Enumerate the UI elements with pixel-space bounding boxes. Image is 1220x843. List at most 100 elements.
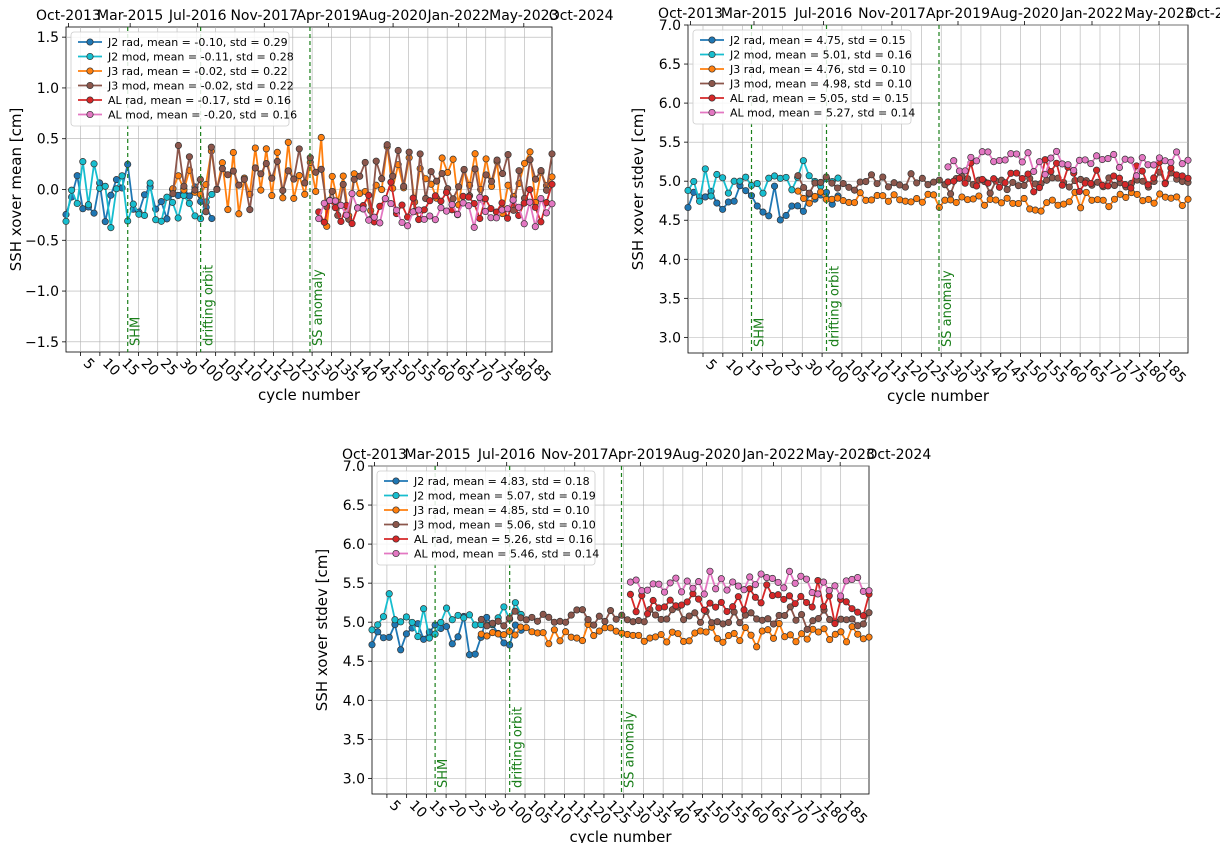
data-point <box>595 627 603 635</box>
data-point <box>202 208 210 216</box>
data-point <box>961 167 969 175</box>
data-point <box>944 178 952 186</box>
data-point <box>774 578 782 586</box>
legend-swatch-marker <box>86 96 94 104</box>
data-point <box>562 618 570 626</box>
data-point <box>707 192 715 200</box>
data-point <box>476 214 484 223</box>
data-point <box>607 624 615 632</box>
data-point <box>542 209 550 217</box>
x-tick-label: 185 <box>524 356 554 386</box>
data-point <box>867 196 876 204</box>
data-point <box>213 185 221 194</box>
data-point <box>776 216 784 224</box>
data-point <box>757 570 765 578</box>
data-point <box>101 218 109 226</box>
y-tick-label: 6.0 <box>659 96 681 112</box>
data-point <box>854 574 862 582</box>
data-point <box>520 159 529 167</box>
data-point <box>378 175 386 183</box>
top-date-label: Nov-2017 <box>230 8 298 24</box>
data-point <box>947 190 955 198</box>
data-point <box>873 180 881 188</box>
data-point <box>185 199 193 207</box>
data-point <box>140 211 149 219</box>
y-tick-label: 6.0 <box>343 537 365 553</box>
y-tick-label: −0.5 <box>25 233 59 249</box>
legend-swatch-marker <box>392 520 400 529</box>
data-point <box>1127 156 1135 164</box>
data-point <box>539 610 547 618</box>
data-point <box>531 223 539 231</box>
data-point <box>706 567 714 575</box>
data-point <box>1104 182 1112 190</box>
data-point <box>295 145 303 153</box>
data-point <box>240 175 248 183</box>
legend-swatch-marker <box>708 79 716 88</box>
data-point <box>402 630 410 638</box>
data-point <box>685 637 693 645</box>
data-point <box>1048 196 1056 204</box>
data-point <box>848 605 856 613</box>
data-point <box>101 182 109 190</box>
data-point <box>831 582 839 590</box>
y-axis-label: SSH xover stdev [cm] <box>313 549 331 711</box>
data-point <box>400 182 408 190</box>
data-point <box>859 620 867 628</box>
data-point <box>531 175 540 183</box>
data-point <box>257 186 265 194</box>
legend-entry: J3 mod, mean = -0.02, std = 0.22 <box>107 80 294 93</box>
data-point <box>975 192 983 200</box>
data-point <box>73 172 81 180</box>
x-tick-label: 30 <box>801 357 825 381</box>
data-point <box>649 596 657 605</box>
chart-panel-3: 3.03.54.04.55.05.56.06.57.05 101520253010… <box>313 447 931 843</box>
data-point <box>361 158 369 166</box>
data-point <box>1144 195 1152 203</box>
data-point <box>301 190 309 198</box>
data-point <box>168 198 177 206</box>
legend-entry: J2 mod, mean = 5.07, std = 0.19 <box>413 490 596 503</box>
data-point <box>632 608 640 616</box>
legend-swatch-marker <box>392 506 400 514</box>
data-point <box>488 177 496 185</box>
data-point <box>1087 160 1095 168</box>
data-point <box>218 159 226 167</box>
data-point <box>416 150 424 158</box>
data-point <box>984 179 992 187</box>
data-point <box>741 623 749 632</box>
data-point <box>865 587 873 595</box>
data-point <box>500 603 508 611</box>
data-point <box>476 193 484 201</box>
data-point <box>794 202 802 210</box>
legend-entry: J2 rad, mean = 4.83, std = 0.18 <box>413 475 590 488</box>
data-point <box>930 191 938 199</box>
data-point <box>1156 190 1164 198</box>
data-point <box>753 180 761 188</box>
event-label: drifting orbit <box>511 707 526 788</box>
top-date-label: Jan-2022 <box>427 8 490 24</box>
data-point <box>442 622 451 631</box>
data-point <box>913 179 921 187</box>
data-point <box>751 593 759 601</box>
x-tick-label: 25 <box>782 357 806 381</box>
data-point <box>460 614 468 622</box>
data-point <box>1065 198 1073 206</box>
data-point <box>522 624 530 632</box>
data-point <box>984 148 992 156</box>
data-point <box>392 206 401 214</box>
data-point <box>284 138 292 146</box>
data-point <box>471 165 479 173</box>
legend-entry: J2 mod, mean = -0.11, std = 0.28 <box>107 51 294 64</box>
data-point <box>448 640 456 648</box>
legend-swatch-marker <box>86 67 94 75</box>
top-date-label: Jul-2016 <box>477 447 536 463</box>
legend-swatch-marker <box>392 549 400 558</box>
y-tick-label: 3.5 <box>343 732 365 748</box>
data-point <box>548 180 556 188</box>
data-point <box>764 615 772 623</box>
y-tick-label: 6.5 <box>343 498 365 514</box>
data-point <box>470 223 478 231</box>
data-point <box>867 171 876 179</box>
